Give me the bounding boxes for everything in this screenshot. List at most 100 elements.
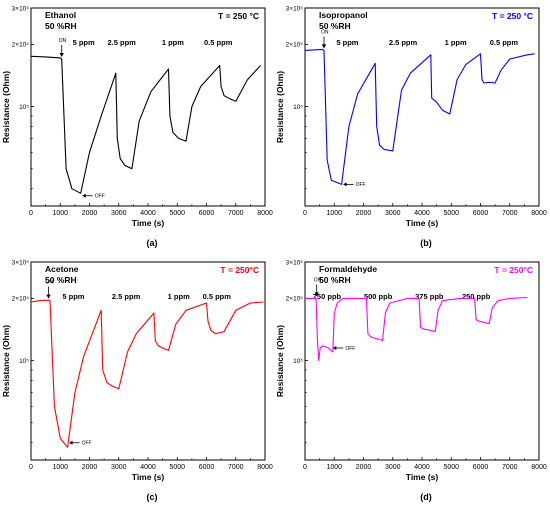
x-tick-label: 0 [303,210,307,217]
x-tick-label: 3000 [385,464,401,471]
y-tick-label: 2×10⁵ [286,42,304,49]
y-tick-label: 2×10⁵ [12,296,30,303]
concentration-label: 0.5 ppm [203,292,232,301]
y-axis-title: Resistance (Ohm) [275,71,285,143]
on-arrowhead [321,44,327,49]
y-tick-label: 3×10⁵ [286,5,304,12]
off-arrowhead [82,193,86,198]
concentration-label: 250 ppb [462,292,491,301]
temperature-label: T = 250 °C [492,11,533,21]
x-tick-label: 7000 [502,464,518,471]
x-tick-label: 8000 [531,210,547,217]
off-arrowhead [69,440,73,445]
y-tick-label: 10⁵ [19,358,29,365]
concentration-label: 2.5 ppm [389,38,418,47]
concentration-label: 2.5 ppm [112,292,141,301]
x-tick-label: 1000 [326,210,342,217]
concentration-label: 0.5 ppm [490,38,519,47]
x-tick-label: 5000 [169,210,185,217]
concentration-label: 5 ppm [336,38,358,47]
on-label: ON [59,38,67,44]
x-tick-label: 8000 [257,210,273,217]
concentration-label: 1 ppm [162,38,184,47]
humidity-label: 50 %RH [319,275,351,285]
x-tick-label: 1000 [52,210,68,217]
on-arrowhead [46,294,51,299]
series-line [304,48,535,185]
concentration-label: 1 ppm [168,292,190,301]
x-tick-label: 3000 [111,464,127,471]
y-tick-label: 10⁵ [293,104,303,111]
x-tick-label: 3000 [111,210,127,217]
concentration-label: 1 ppm [445,38,467,47]
x-tick-label: 1000 [326,464,342,471]
gas-label: Acetone [45,264,79,274]
x-tick-label: 6000 [199,210,215,217]
off-label: OFF [95,194,105,200]
series-line [30,55,262,194]
y-tick-label: 10⁵ [293,358,303,365]
panel-label: (b) [420,238,432,248]
on-label: ON [321,29,329,35]
off-label: OFF [345,346,355,352]
x-tick-label: 2000 [82,464,98,471]
x-tick-label: 0 [29,464,33,471]
x-tick-label: 0 [29,210,33,217]
panel-2: 0 1000 2000 3000 4000 5000 6000 7000 8000 10⁵ 2×10… [275,5,547,248]
x-tick-label: 7000 [228,464,244,471]
y-tick-label: 2×10⁵ [12,42,30,49]
x-tick-label: 8000 [257,464,273,471]
x-tick-label: 4000 [140,464,156,471]
x-tick-label: 4000 [414,464,430,471]
x-axis-title: Time (s) [132,472,165,482]
off-arrowhead [343,182,347,187]
x-tick-label: 0 [303,464,307,471]
concentration-label: 750 ppb [313,292,342,301]
x-axis-title: Time (s) [406,472,439,482]
panel-label: (a) [147,238,158,248]
on-arrowhead [314,292,319,297]
x-tick-label: 6000 [473,210,489,217]
panel-1: 0 1000 2000 3000 4000 5000 6000 7000 8000 10⁵ 2×10… [1,5,273,248]
y-axis-title: Resistance (Ohm) [1,325,11,397]
x-tick-label: 1000 [52,464,68,471]
x-tick-label: 6000 [473,464,489,471]
panel-label: (d) [420,492,432,502]
x-tick-label: 6000 [199,464,215,471]
x-axis-title: Time (s) [132,218,165,228]
y-axis-title: Resistance (Ohm) [1,71,11,143]
x-tick-label: 3000 [385,210,401,217]
x-tick-label: 7000 [228,210,244,217]
temperature-label: T = 250°C [220,265,259,275]
concentration-label: 500 ppb [364,292,393,301]
humidity-label: 50 %RH [45,275,77,285]
x-tick-label: 5000 [443,210,459,217]
x-tick-label: 5000 [169,464,185,471]
on-label: ON [314,277,322,283]
concentration-label: 5 ppm [73,38,95,47]
x-tick-label: 2000 [82,210,98,217]
x-tick-label: 8000 [531,464,547,471]
gas-label: Ethanol [45,10,76,20]
concentration-label: 0.5 ppm [204,38,233,47]
y-tick-label: 10⁵ [19,104,29,111]
off-label: OFF [356,182,366,188]
humidity-label: 50 %RH [319,21,351,31]
x-axis-title: Time (s) [406,218,439,228]
concentration-label: 375 ppb [415,292,444,301]
off-arrowhead [332,346,337,351]
temperature-label: T = 250 °C [218,11,259,21]
humidity-label: 50 %RH [45,21,77,31]
temperature-label: T = 250°C [494,265,533,275]
x-tick-label: 4000 [414,210,430,217]
y-tick-label: 2×10⁵ [286,296,304,303]
y-tick-label: 3×10⁵ [12,259,30,266]
panel-3: 0 1000 2000 3000 4000 5000 6000 7000 8000 10⁵ 2×10… [1,259,273,502]
x-tick-label: 5000 [443,464,459,471]
on-label: ON [46,280,54,286]
concentration-label: 2.5 ppm [108,38,137,47]
y-axis-title: Resistance (Ohm) [275,325,285,397]
y-tick-label: 3×10⁵ [286,259,304,266]
x-tick-label: 2000 [356,464,372,471]
